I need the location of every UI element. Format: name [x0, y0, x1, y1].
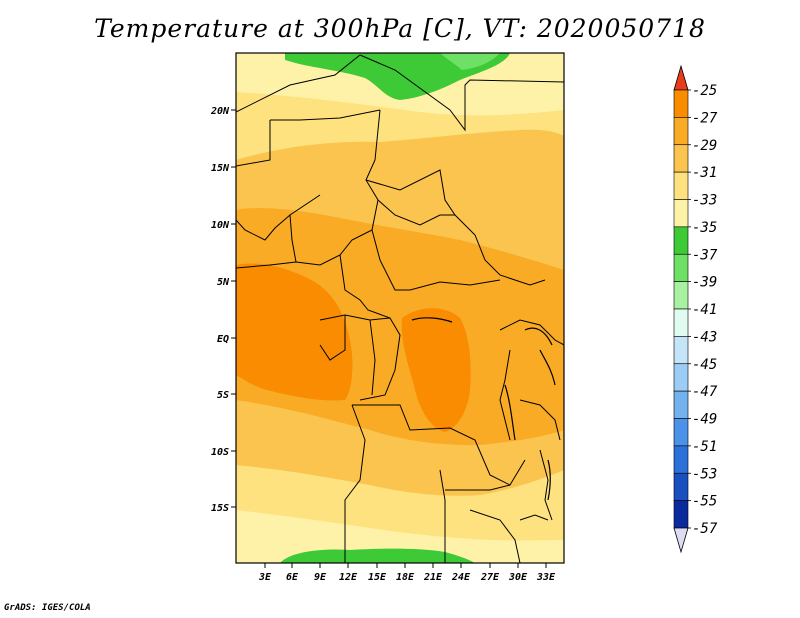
lon-tick-label: 27E — [480, 572, 500, 583]
colorbar-label: -55 — [692, 494, 717, 510]
chart-title: Temperature at 300hPa [C], VT: 202005071… — [94, 14, 706, 43]
lon-tick-label: 3E — [258, 572, 272, 583]
colorbar-swatch — [673, 445, 689, 474]
colorbar-swatch — [673, 390, 689, 419]
colorbar-arrow-bottom — [673, 527, 689, 554]
colorbar-label: -29 — [692, 138, 717, 154]
lat-axis: 20N 15N 10N 5N EQ 5S 10S 15S — [210, 106, 236, 514]
colorbar-swatch — [673, 171, 689, 200]
lon-tick-label: 6E — [286, 572, 299, 583]
country-borders — [236, 54, 564, 563]
colorbar-swatch — [673, 500, 689, 529]
colorbar-swatch — [673, 418, 689, 447]
lon-tick-label: 9E — [314, 572, 327, 583]
colorbar-arrow-top — [673, 64, 689, 91]
colorbar-label: -49 — [692, 412, 717, 428]
lat-tick-label: 15N — [211, 163, 230, 174]
lon-tick-label: 33E — [536, 572, 556, 583]
field-core-27-east — [401, 308, 471, 432]
colorbar-label: -27 — [692, 110, 718, 126]
field-cold-37-south — [280, 548, 475, 563]
lat-tick-label: 10N — [211, 220, 230, 231]
lon-tick-label: 21E — [423, 572, 443, 583]
colorbar-swatch — [673, 253, 689, 282]
colorbar-swatch — [673, 281, 689, 310]
footer-credit: GrADS: IGES/COLA — [4, 603, 91, 613]
colorbar-label: -39 — [692, 275, 717, 291]
colorbar-swatch — [673, 89, 689, 118]
temperature-field — [236, 53, 564, 563]
colorbar-label: -45 — [692, 357, 717, 373]
lon-tick-label: 15E — [368, 572, 387, 583]
field-core-27-west — [236, 263, 353, 401]
colorbar-label: -37 — [692, 247, 718, 263]
colorbar-swatch — [673, 226, 689, 255]
colorbar-label: -41 — [692, 302, 717, 318]
colorbar-label: -51 — [692, 439, 717, 455]
lat-tick-label: 5S — [217, 390, 229, 401]
colorbar-swatch — [673, 336, 689, 365]
colorbar-label: -31 — [692, 165, 717, 181]
lon-axis: 3E 6E 9E 12E 15E 18E 21E 24E 27E 30E 33E — [258, 563, 556, 583]
colorbar-label: -53 — [692, 466, 717, 482]
colorbar-label: -43 — [692, 329, 717, 345]
colorbar-swatch — [673, 199, 689, 228]
map-frame — [235, 52, 565, 564]
colorbar: -25 -27 -29 -31 -33 -35 -37 -39 -41 -43 -45 -47 -49 -… — [673, 64, 718, 554]
lat-tick-label: EQ — [217, 334, 229, 345]
lon-tick-label: 24E — [451, 572, 471, 583]
colorbar-label: -33 — [692, 193, 717, 209]
colorbar-label: -35 — [692, 220, 717, 236]
field-band-35-south — [236, 510, 564, 563]
colorbar-label: -25 — [692, 83, 717, 99]
lat-tick-label: 5N — [217, 277, 230, 288]
lat-tick-label: 10S — [211, 447, 229, 458]
lat-tick-label: 15S — [211, 503, 229, 514]
colorbar-swatch — [673, 144, 689, 173]
lon-tick-label: 12E — [339, 572, 358, 583]
colorbar-label: -47 — [692, 384, 718, 400]
field-cold-37-north — [285, 53, 510, 100]
colorbar-label: -57 — [692, 521, 718, 537]
lat-tick-label: 20N — [210, 106, 230, 117]
colorbar-swatch — [673, 117, 689, 146]
colorbar-swatch — [673, 308, 689, 337]
colorbar-swatch — [673, 363, 689, 392]
colorbar-swatch — [673, 472, 689, 501]
lakes — [411, 317, 556, 501]
lon-tick-label: 18E — [396, 572, 415, 583]
field-cold-39-north — [440, 53, 500, 70]
lon-tick-label: 30E — [508, 572, 528, 583]
